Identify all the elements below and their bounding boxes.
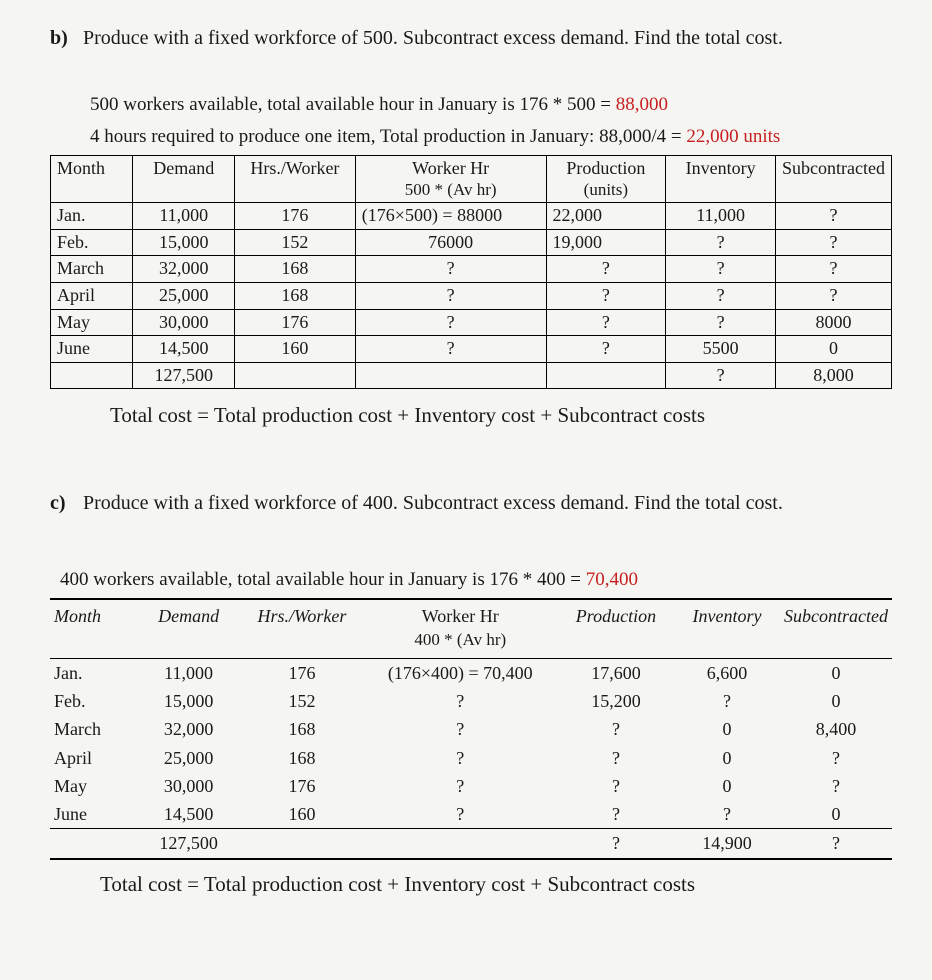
formula-c: Total cost = Total production cost + Inv… [100,870,892,898]
col-demand: Demand [133,156,235,203]
question-c: c) Produce with a fixed workforce of 400… [50,490,892,517]
table-c: Month Demand Hrs./Worker Worker Hr 400 *… [50,598,892,859]
col-prod: Production [558,599,674,658]
table-row: June 14,500 160 ? ? 5500 0 [51,336,892,363]
table-row: June 14,500 160 ? ? ? 0 [50,800,892,829]
col-whr: Worker Hr 500 * (Av hr) [355,156,546,203]
table-b: Month Demand Hrs./Worker Worker Hr 500 *… [50,155,892,389]
intro-b1-pre: 500 workers available, total available h… [90,94,616,115]
col-whr: Worker Hr 400 * (Av hr) [363,599,558,658]
section-b-intro1: 500 workers available, total available h… [90,92,892,118]
intro-b2-val: 22,000 units [686,126,780,147]
question-b: b) Produce with a fixed workforce of 500… [50,25,892,52]
table-row: May 30,000 176 ? ? ? 8000 [51,309,892,336]
col-sub: Subcontracted [776,156,892,203]
col-inv: Inventory [674,599,780,658]
table-b-header: Month Demand Hrs./Worker Worker Hr 500 *… [51,156,892,203]
col-month: Month [51,156,133,203]
col-prod: Production (units) [546,156,666,203]
question-c-text: Produce with a fixed workforce of 400. S… [83,492,783,514]
col-hrs: Hrs./Worker [235,156,356,203]
col-demand: Demand [136,599,241,658]
question-b-label: b) [50,25,78,52]
col-hrs: Hrs./Worker [241,599,362,658]
section-b-intro2: 4 hours required to produce one item, To… [90,124,892,150]
table-row: April 25,000 168 ? ? 0 ? [50,744,892,772]
table-row: March 32,000 168 ? ? 0 8,400 [50,715,892,743]
col-month: Month [50,599,136,658]
intro-c1-val: 70,400 [586,569,638,590]
section-c-intro1: 400 workers available, total available h… [60,567,892,593]
col-sub: Subcontracted [780,599,892,658]
table-c-header: Month Demand Hrs./Worker Worker Hr 400 *… [50,599,892,658]
question-c-label: c) [50,490,78,517]
question-b-text: Produce with a fixed workforce of 500. S… [83,27,783,49]
table-b-total: 127,500 ? 8,000 [51,362,892,389]
table-row: March 32,000 168 ? ? ? ? [51,256,892,283]
table-row: Feb. 15,000 152 ? 15,200 ? 0 [50,687,892,715]
col-inv: Inventory [666,156,776,203]
table-row: Feb. 15,000 152 76000 19,000 ? ? [51,229,892,256]
table-c-total: 127,500 ? 14,900 ? [50,829,892,859]
intro-b1-val: 88,000 [616,94,668,115]
table-row: April 25,000 168 ? ? ? ? [51,283,892,310]
table-row: May 30,000 176 ? ? 0 ? [50,772,892,800]
table-row: Jan. 11,000 176 (176×400) = 70,400 17,60… [50,658,892,687]
intro-b2-pre: 4 hours required to produce one item, To… [90,126,686,147]
table-row: Jan. 11,000 176 (176×500) = 88000 22,000… [51,203,892,230]
formula-b: Total cost = Total production cost + Inv… [110,401,892,429]
intro-c1-pre: 400 workers available, total available h… [60,569,586,590]
